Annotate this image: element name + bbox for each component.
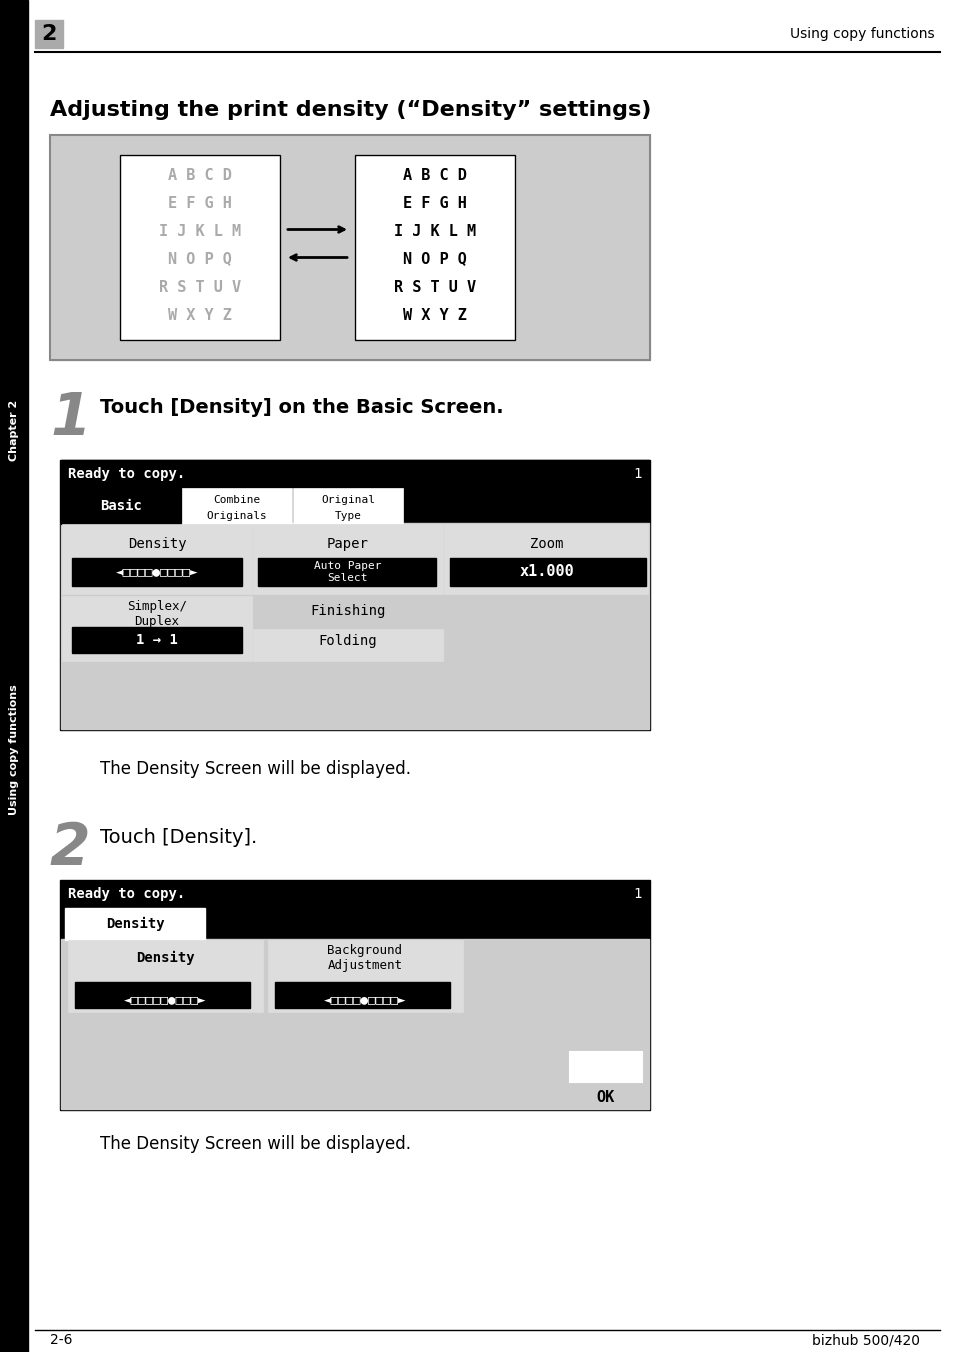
Bar	[253, 631, 442, 661]
Bar	[443, 525, 647, 594]
Bar	[61, 460, 648, 488]
Bar	[61, 488, 181, 525]
Text: 2: 2	[41, 24, 56, 45]
Bar	[68, 940, 263, 1013]
Text: 2: 2	[50, 821, 91, 877]
Text: Density: Density	[128, 537, 186, 552]
Text: Original: Original	[320, 495, 375, 506]
Text: Ready to copy.: Ready to copy.	[68, 887, 185, 900]
Text: Simplex/
Duplex: Simplex/ Duplex	[127, 600, 187, 627]
Bar	[355, 155, 515, 339]
Text: 1 → 1: 1 → 1	[136, 633, 178, 648]
Text: Ready to copy.: Ready to copy.	[68, 466, 185, 481]
Text: 1: 1	[50, 389, 91, 448]
Bar	[71, 558, 242, 585]
Bar	[61, 523, 648, 729]
Bar	[182, 488, 292, 525]
Bar	[268, 940, 462, 1013]
Text: E F G H: E F G H	[402, 196, 466, 211]
Bar	[60, 460, 649, 730]
Bar	[75, 982, 250, 1009]
Text: A B C D: A B C D	[402, 168, 466, 183]
Bar	[65, 909, 205, 940]
Text: Touch [Density] on the Basic Screen.: Touch [Density] on the Basic Screen.	[100, 397, 503, 416]
Text: R S T U V: R S T U V	[159, 280, 241, 295]
Text: N O P Q: N O P Q	[402, 251, 466, 266]
Bar	[0, 0, 28, 1352]
Text: A B C D: A B C D	[168, 168, 232, 183]
Bar	[293, 488, 402, 525]
Text: The Density Screen will be displayed.: The Density Screen will be displayed.	[100, 760, 411, 777]
Text: Finishing: Finishing	[310, 604, 385, 618]
Bar	[62, 525, 252, 594]
Text: Using copy functions: Using copy functions	[9, 684, 19, 815]
Bar	[355, 155, 515, 339]
Bar	[450, 558, 645, 585]
Text: Originals: Originals	[207, 511, 267, 521]
Text: 2-6: 2-6	[50, 1333, 72, 1347]
Bar	[50, 135, 649, 360]
Bar	[71, 627, 242, 653]
Bar	[253, 629, 442, 658]
Text: Background
Adjustment: Background Adjustment	[327, 944, 402, 972]
Text: N O P Q: N O P Q	[168, 251, 232, 266]
Text: E F G H: E F G H	[168, 196, 232, 211]
Text: x1.000: x1.000	[519, 565, 574, 580]
Text: ◄□□□□●□□□□►: ◄□□□□●□□□□►	[323, 994, 406, 1006]
Bar	[61, 940, 648, 1109]
Text: bizhub 500/420: bizhub 500/420	[811, 1333, 919, 1347]
Text: Chapter 2: Chapter 2	[9, 399, 19, 461]
Bar	[569, 1052, 641, 1082]
Text: Auto Paper
Select: Auto Paper Select	[314, 561, 381, 583]
Text: Type: Type	[335, 511, 361, 521]
Text: R S T U V: R S T U V	[394, 280, 476, 295]
Bar	[60, 880, 649, 1110]
Text: Paper: Paper	[327, 537, 369, 552]
Bar	[120, 155, 280, 339]
Text: 1: 1	[633, 466, 641, 481]
Bar	[257, 558, 436, 585]
Bar	[274, 982, 450, 1009]
Text: OK: OK	[597, 1090, 615, 1105]
Bar	[62, 596, 252, 661]
Text: Basic: Basic	[100, 499, 142, 512]
Bar	[35, 20, 63, 49]
Text: Adjusting the print density (“Density” settings): Adjusting the print density (“Density” s…	[50, 100, 651, 120]
Text: ◄□□□□●□□□□►: ◄□□□□●□□□□►	[115, 565, 198, 579]
Text: The Density Screen will be displayed.: The Density Screen will be displayed.	[100, 1134, 411, 1153]
Bar	[50, 135, 649, 360]
Text: Density: Density	[106, 917, 164, 932]
Text: 1: 1	[633, 887, 641, 900]
Text: Using copy functions: Using copy functions	[789, 27, 934, 41]
Text: ◄□□□□□●□□□►: ◄□□□□□●□□□►	[124, 994, 206, 1006]
Text: Combine: Combine	[213, 495, 260, 506]
Text: Touch [Density].: Touch [Density].	[100, 827, 257, 846]
Text: Folding: Folding	[318, 634, 377, 648]
Text: W X Y Z: W X Y Z	[402, 307, 466, 323]
Text: Density: Density	[135, 950, 194, 965]
Text: I J K L M: I J K L M	[159, 223, 241, 238]
Text: W X Y Z: W X Y Z	[168, 307, 232, 323]
Bar	[120, 155, 280, 339]
Bar	[253, 525, 442, 594]
Text: Zoom: Zoom	[530, 537, 563, 552]
Text: I J K L M: I J K L M	[394, 223, 476, 238]
